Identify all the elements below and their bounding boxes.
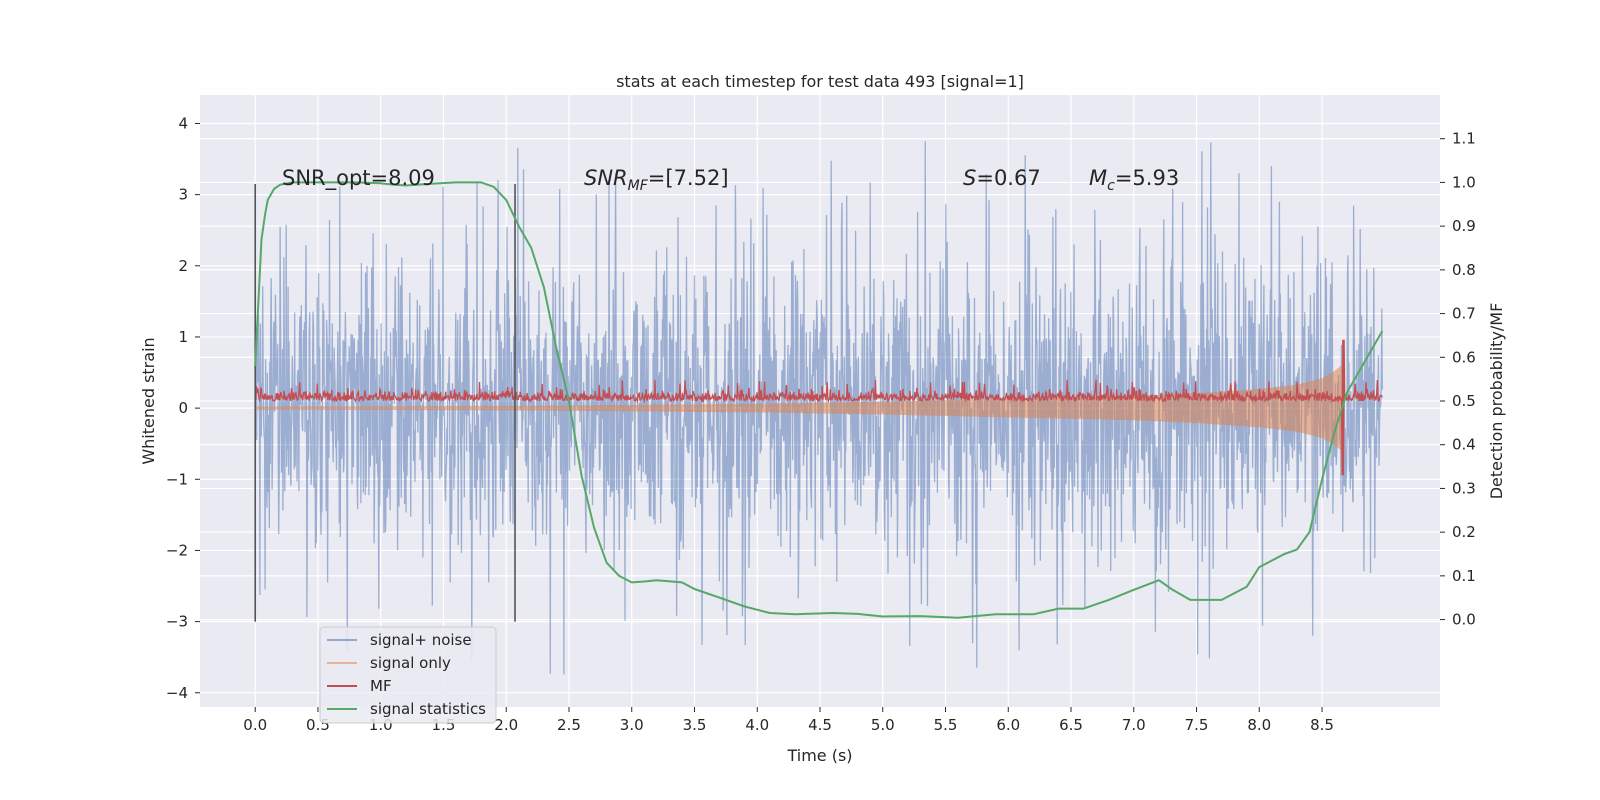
annotation-mc: Mc=5.93	[1089, 166, 1179, 194]
series-signal-statistics	[254, 181, 1384, 619]
legend-label-mf: MF	[370, 677, 392, 695]
y-right-tick-label: 0.4	[1452, 436, 1476, 454]
annotation-snr-opt: SNR_opt=8.09	[282, 166, 435, 191]
x-tick-label: 4.0	[745, 716, 769, 734]
axis-ticks: 0.0 0.5 1.0 1.5 2.0 2.5 3.0 3.5 4.0 4.5 5.0 5.5 6.0 6…	[166, 114, 1476, 734]
x-tick-label: 4.5	[808, 716, 832, 734]
y-right-tick-label: 0.6	[1452, 348, 1476, 366]
signal-statistics-line	[254, 181, 1384, 619]
signal-only-line	[254, 364, 1345, 453]
x-tick-label: 5.5	[934, 716, 958, 734]
annotation-snr-mf-rest: =[7.52]	[648, 166, 729, 190]
annotation-s: S=0.67	[963, 166, 1041, 190]
x-tick-label: 7.5	[1185, 716, 1209, 734]
annotation-snr-mf: SNRMF=[7.52]	[584, 166, 729, 194]
x-tick-label: 6.0	[996, 716, 1020, 734]
x-tick-label: 7.0	[1122, 716, 1146, 734]
y-right-tick-label: 0.5	[1452, 392, 1476, 410]
series-mf	[254, 339, 1383, 476]
y-left-tick-label: −4	[166, 684, 188, 702]
chart-title: stats at each timestep for test data 493…	[616, 72, 1024, 91]
y-left-tick-label: −2	[166, 541, 188, 559]
x-tick-label: 5.0	[871, 716, 895, 734]
x-axis-label: Time (s)	[786, 746, 852, 765]
y-right-tick-label: 0.1	[1452, 567, 1476, 585]
x-tick-label: 0.0	[243, 716, 267, 734]
y-right-tick-label: 0.7	[1452, 305, 1476, 323]
x-tick-label: 3.0	[620, 716, 644, 734]
x-tick-label: 2.5	[557, 716, 581, 734]
y-left-tick-label: 3	[178, 186, 188, 204]
annotation-s-rest: =0.67	[976, 166, 1040, 190]
y-left-tick-label: 4	[178, 114, 188, 132]
y-right-tick-label: 0.3	[1452, 479, 1476, 497]
annotation-snr-mf-sub: MF	[628, 178, 649, 194]
y-left-tick-label: 2	[178, 257, 188, 275]
legend-label-signal-statistics: signal statistics	[370, 700, 486, 718]
x-tick-label: 8.0	[1247, 716, 1271, 734]
y-left-tick-label: 1	[178, 328, 188, 346]
mf-line	[254, 339, 1383, 476]
x-tick-label: 8.5	[1310, 716, 1334, 734]
y-right-tick-label: 1.1	[1452, 130, 1476, 148]
annotation-mc-rest: =5.93	[1115, 166, 1179, 190]
annotation-snr-mf-main: SNR	[584, 166, 628, 190]
y-right-tick-label: 1.0	[1452, 173, 1476, 191]
legend-box	[319, 626, 497, 724]
annotation-mc-main: M	[1089, 166, 1107, 190]
annotation-mc-sub: c	[1107, 178, 1115, 194]
y-left-tick-label: −3	[166, 613, 188, 631]
y-axis-right-label: Detection probability/MF	[1487, 303, 1506, 500]
y-left-tick-label: −1	[166, 470, 188, 488]
x-tick-label: 3.5	[683, 716, 707, 734]
vertical-markers	[254, 183, 516, 622]
y-axis-left-label: Whitened strain	[139, 337, 158, 464]
legend: signal+ noise signal only MF signal stat…	[319, 626, 497, 724]
x-tick-label: 2.0	[494, 716, 518, 734]
y-right-tick-label: 0.9	[1452, 217, 1476, 235]
annotation-s-main: S	[963, 166, 976, 190]
y-right-tick-label: 0.2	[1452, 523, 1476, 541]
series-signal-only	[254, 364, 1345, 453]
y-right-tick-label: 0.8	[1452, 261, 1476, 279]
y-right-tick-label: 0.0	[1452, 611, 1476, 629]
legend-label-signal-noise: signal+ noise	[370, 631, 472, 649]
x-tick-label: 6.5	[1059, 716, 1083, 734]
legend-label-signal-only: signal only	[370, 654, 451, 672]
y-left-tick-label: 0	[178, 399, 188, 417]
